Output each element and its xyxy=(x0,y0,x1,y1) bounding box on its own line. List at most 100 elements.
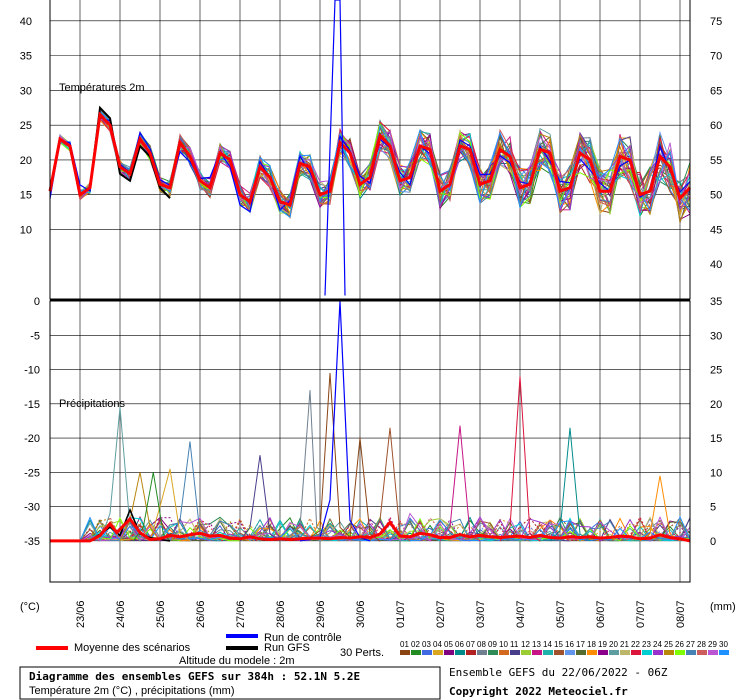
legend-member-number: 16 xyxy=(565,640,574,649)
legend-member-number: 21 xyxy=(620,640,629,649)
right-axis-unit: (mm) xyxy=(710,601,736,613)
legend-member-swatch xyxy=(708,650,718,655)
temp-right-tick-label: 70 xyxy=(710,51,722,63)
legend-member-swatch xyxy=(422,650,432,655)
legend-member-swatch xyxy=(719,650,729,655)
x-tick-label: 05/07 xyxy=(555,600,567,628)
temp-left-tick-label: 15 xyxy=(20,190,32,202)
precip-left-tick-label: -5 xyxy=(30,330,40,342)
legend: Moyenne des scénarios Run de contrôle Ru… xyxy=(36,632,729,667)
legend-gfs-label: Run GFS xyxy=(264,642,310,654)
legend-member-number: 23 xyxy=(642,640,651,649)
legend-members: 01 02 03 04 05 06 07 08 09 10 11 12 13 14 15 16 17 18 19 20… xyxy=(400,640,729,655)
legend-member-number: 03 xyxy=(422,640,431,649)
legend-member-swatch xyxy=(642,650,652,655)
precip-left-tick-label: -20 xyxy=(24,433,40,445)
precipitation-mean-line xyxy=(50,516,691,543)
temp-right-tick-label: 40 xyxy=(710,259,722,271)
legend-perts-label: 30 Perts. xyxy=(340,647,384,659)
legend-mean-swatch xyxy=(36,646,68,650)
legend-member-swatch xyxy=(598,650,608,655)
legend-member-swatch xyxy=(631,650,641,655)
legend-member-number: 05 xyxy=(444,640,453,649)
x-tick-label: 28/06 xyxy=(275,600,287,628)
axes xyxy=(49,0,691,583)
x-tick-label: 23/06 xyxy=(75,600,87,628)
x-tick-label: 08/07 xyxy=(675,600,687,628)
legend-member-number: 09 xyxy=(488,640,497,649)
legend-control-label: Run de contrôle xyxy=(264,632,342,644)
legend-member-number: 06 xyxy=(455,640,464,649)
precipitation-control-line xyxy=(299,300,371,542)
temp-left-tick-label: 40 xyxy=(20,16,32,28)
legend-member-number: 12 xyxy=(521,640,530,649)
x-tick-label: 07/07 xyxy=(635,600,647,628)
temp-left-tick-label: 10 xyxy=(20,224,32,236)
x-tick-label: 30/06 xyxy=(355,600,367,628)
x-tick-label: 01/07 xyxy=(395,600,407,628)
precip-right-tick-label: 15 xyxy=(710,433,722,445)
precipitation-spike-line xyxy=(99,407,141,542)
x-tick-label: 24/06 xyxy=(115,600,127,628)
x-tick-label: 02/07 xyxy=(435,600,447,628)
temp-right-tick-label: 65 xyxy=(710,85,722,97)
run-info: Ensemble GEFS du 22/06/2022 - 06Z xyxy=(449,666,668,679)
chart-subtitle: Température 2m (°C) , précipitations (mm… xyxy=(29,685,235,697)
temp-right-tick-label: 50 xyxy=(710,190,722,202)
precipitation-spike-line xyxy=(239,455,281,542)
legend-member-swatch xyxy=(609,650,619,655)
temp-right-tick-label: 75 xyxy=(710,16,722,28)
legend-member-number: 28 xyxy=(697,640,706,649)
temp-right-tick-label: 55 xyxy=(710,155,722,167)
legend-member-swatch xyxy=(532,650,542,655)
legend-member-swatch xyxy=(675,650,685,655)
legend-member-swatch xyxy=(576,650,586,655)
precipitation-spike-line xyxy=(299,372,381,542)
precipitation-spike-line xyxy=(169,441,211,542)
x-tick-label: 03/07 xyxy=(475,600,487,628)
temp-left-tick-label: 35 xyxy=(20,51,32,63)
precip-right-tick-label: 0 xyxy=(710,536,716,548)
precip-right-tick-label: 5 xyxy=(710,502,716,514)
legend-member-number: 10 xyxy=(499,640,508,649)
chart-title: Diagramme des ensembles GEFS sur 384h : … xyxy=(29,670,360,683)
legend-member-swatch xyxy=(510,650,520,655)
legend-member-number: 13 xyxy=(532,640,541,649)
x-tick-label: 29/06 xyxy=(315,600,327,628)
legend-member-number: 18 xyxy=(587,640,596,649)
legend-member-swatch xyxy=(411,650,421,655)
x-tick-label: 27/06 xyxy=(235,600,247,628)
precip-left-tick-label: -35 xyxy=(24,536,40,548)
legend-member-number: 26 xyxy=(675,640,684,649)
legend-member-number: 11 xyxy=(510,640,519,649)
temperature-panel-label: Températures 2m xyxy=(59,82,145,94)
precipitation-panel-label: Précipitations xyxy=(59,398,126,410)
precip-right-tick-label: 20 xyxy=(710,399,722,411)
legend-member-swatch xyxy=(543,650,553,655)
x-tick-label: 25/06 xyxy=(155,600,167,628)
title-box xyxy=(19,666,441,700)
legend-member-swatch xyxy=(686,650,696,655)
temp-left-tick-label: 30 xyxy=(20,85,32,97)
legend-member-swatch xyxy=(444,650,454,655)
legend-member-number: 02 xyxy=(411,640,420,649)
legend-member-number: 17 xyxy=(576,640,585,649)
legend-member-swatch xyxy=(587,650,597,655)
precip-left-tick-label: -15 xyxy=(24,399,40,411)
legend-member-number: 22 xyxy=(631,640,640,649)
legend-gfs-swatch xyxy=(226,646,258,650)
precip-right-tick-label: 25 xyxy=(710,365,722,377)
legend-member-number: 07 xyxy=(466,640,475,649)
precipitation-control-overflow xyxy=(324,0,346,296)
legend-member-number: 25 xyxy=(664,640,673,649)
legend-mean-label: Moyenne des scénarios xyxy=(74,642,191,654)
precip-left-tick-label: -30 xyxy=(24,502,40,514)
precipitation-spike-line xyxy=(639,475,681,542)
legend-member-number: 29 xyxy=(708,640,717,649)
legend-control-swatch xyxy=(226,634,258,638)
legend-member-swatch xyxy=(620,650,630,655)
legend-member-number: 15 xyxy=(554,640,563,649)
legend-member-swatch xyxy=(466,650,476,655)
x-tick-label: 26/06 xyxy=(195,600,207,628)
